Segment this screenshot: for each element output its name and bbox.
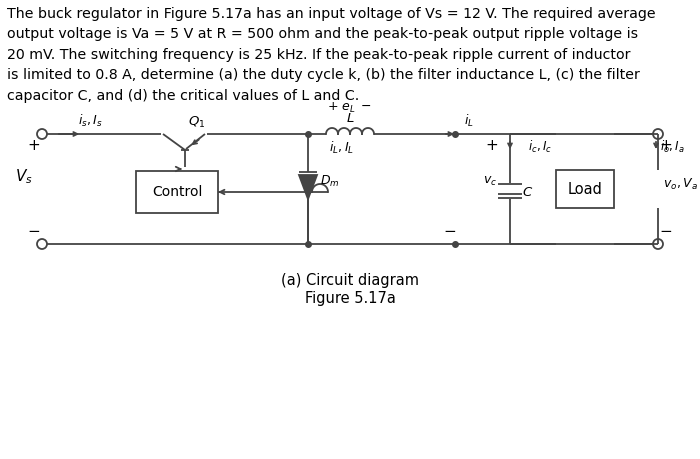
Text: Control: Control xyxy=(152,185,202,199)
Text: $v_c$: $v_c$ xyxy=(483,174,497,188)
Text: $L$: $L$ xyxy=(346,112,354,125)
Text: $i_s, I_s$: $i_s, I_s$ xyxy=(78,113,102,129)
Text: $i_L, I_L$: $i_L, I_L$ xyxy=(330,140,355,156)
FancyBboxPatch shape xyxy=(556,170,614,208)
Text: (a) Circuit diagram: (a) Circuit diagram xyxy=(281,274,419,289)
Text: +: + xyxy=(659,139,673,153)
Text: $-$: $-$ xyxy=(443,223,456,237)
Text: +: + xyxy=(27,139,41,153)
Text: $V_s$: $V_s$ xyxy=(15,168,33,186)
Text: $i_o, I_a$: $i_o, I_a$ xyxy=(659,139,685,155)
Text: $Q_1$: $Q_1$ xyxy=(188,114,206,129)
Text: $C$: $C$ xyxy=(522,185,533,198)
FancyBboxPatch shape xyxy=(136,171,218,213)
Text: The buck regulator in Figure 5.17a has an input voltage of Vs = 12 V. The requir: The buck regulator in Figure 5.17a has a… xyxy=(7,7,656,102)
Text: +: + xyxy=(486,138,498,152)
Text: $v_o, V_a$: $v_o, V_a$ xyxy=(663,176,697,191)
Text: $-$: $-$ xyxy=(27,223,41,237)
Text: $i_L$: $i_L$ xyxy=(464,113,474,129)
Text: $D_m$: $D_m$ xyxy=(320,174,340,189)
Text: $+\ e_L\ -$: $+\ e_L\ -$ xyxy=(328,101,372,115)
Polygon shape xyxy=(299,175,317,199)
Text: $-$: $-$ xyxy=(659,223,673,237)
Text: $i_c, I_c$: $i_c, I_c$ xyxy=(528,139,552,155)
Text: Figure 5.17a: Figure 5.17a xyxy=(304,291,395,307)
Text: Load: Load xyxy=(568,181,603,196)
